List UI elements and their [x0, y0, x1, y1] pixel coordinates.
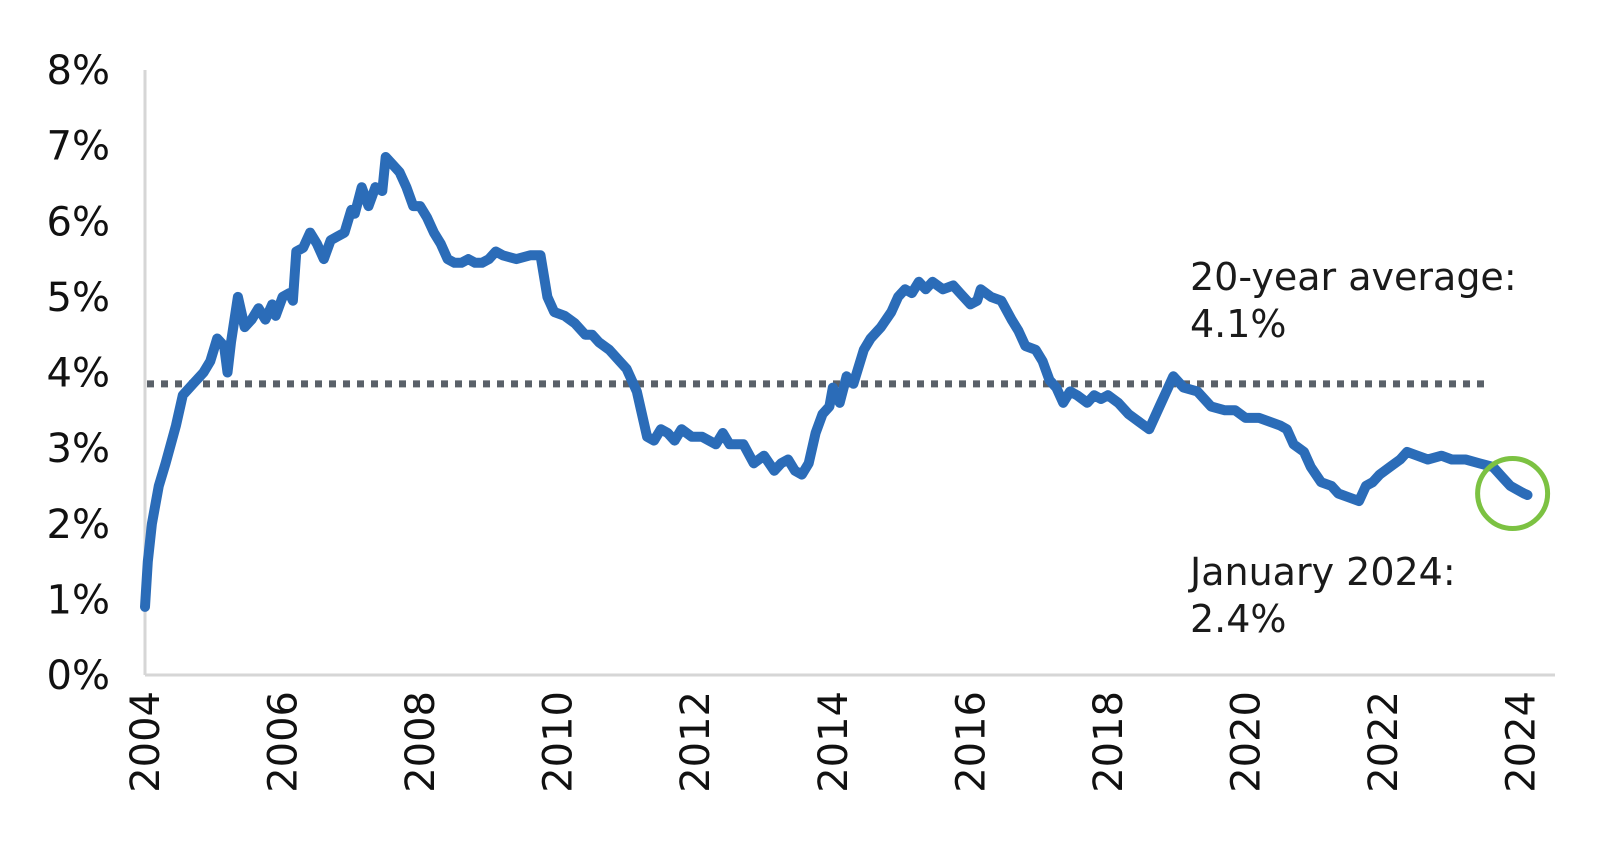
- y-tick-label: 2%: [47, 502, 110, 548]
- y-tick-label: 4%: [47, 351, 110, 397]
- x-tick-label: 2012: [673, 691, 719, 793]
- latest-value-highlight-circle: [1475, 456, 1551, 531]
- x-tick-label: 2018: [1086, 691, 1132, 793]
- x-tick-label: 2016: [948, 691, 994, 793]
- latest-annotation-line1: January 2024:: [1188, 550, 1456, 594]
- latest-annotation-line2: 2.4%: [1190, 597, 1287, 641]
- x-tick-label: 2014: [811, 691, 857, 793]
- x-tick-label: 2004: [123, 691, 169, 793]
- series-line: [140, 152, 1533, 612]
- average-annotation-line1: 20-year average:: [1190, 255, 1517, 299]
- y-tick-label: 1%: [47, 577, 110, 623]
- y-tick-label: 0%: [47, 653, 110, 699]
- x-tick-label: 2022: [1361, 691, 1407, 793]
- average-annotation-line2: 4.1%: [1190, 302, 1287, 346]
- x-tick-label: 2024: [1499, 691, 1545, 793]
- x-tick-label: 2020: [1223, 691, 1269, 793]
- x-tick-label: 2008: [398, 691, 444, 793]
- x-tick-label: 2006: [261, 691, 307, 793]
- y-tick-label: 6%: [47, 199, 110, 245]
- y-tick-label: 5%: [47, 275, 110, 321]
- y-tick-label: 3%: [47, 426, 110, 472]
- y-tick-label: 8%: [47, 48, 110, 94]
- y-axis-tick-labels: 0% 1% 2% 3% 4% 5% 6% 7% 8%: [47, 48, 110, 699]
- y-tick-label: 7%: [47, 124, 110, 170]
- x-axis-tick-labels: 2004 2006 2008 2010 2012 2014 2016 2018 2020 2022…: [123, 691, 1545, 793]
- x-tick-label: 2010: [536, 691, 582, 793]
